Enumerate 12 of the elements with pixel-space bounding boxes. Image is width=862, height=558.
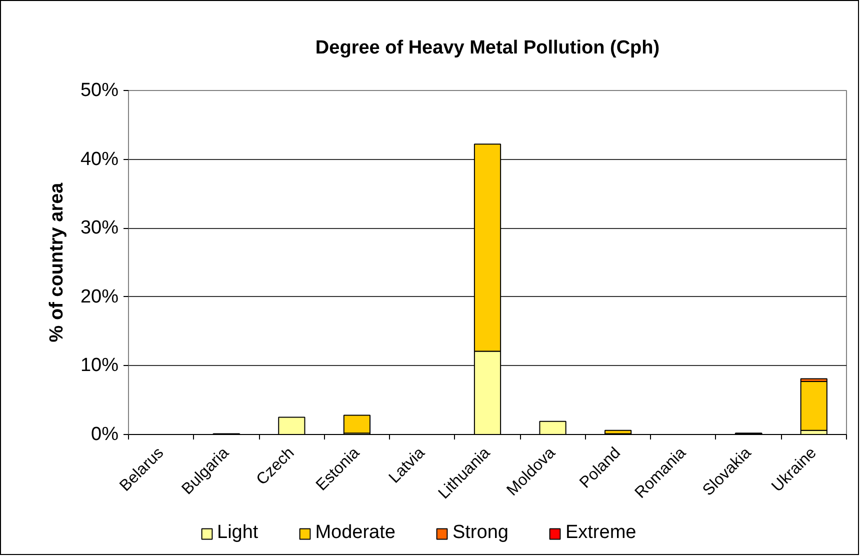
y-tick-label: 50% [80, 80, 119, 101]
y-tick-label: 40% [80, 148, 119, 170]
legend-label: Strong [452, 522, 508, 544]
legend-label: Moderate [315, 522, 396, 544]
y-axis-title: % of country area [46, 182, 68, 342]
y-tick-label: 10% [80, 355, 119, 376]
y-tick-label: 30% [80, 218, 119, 239]
legend-label: Light [217, 522, 258, 544]
y-tick-label: 0% [91, 424, 119, 445]
legend-label: Extreme [565, 522, 636, 544]
chart-title: Degree of Heavy Metal Pollution (Cph) [315, 38, 660, 58]
y-tick-label: 20% [80, 286, 119, 308]
